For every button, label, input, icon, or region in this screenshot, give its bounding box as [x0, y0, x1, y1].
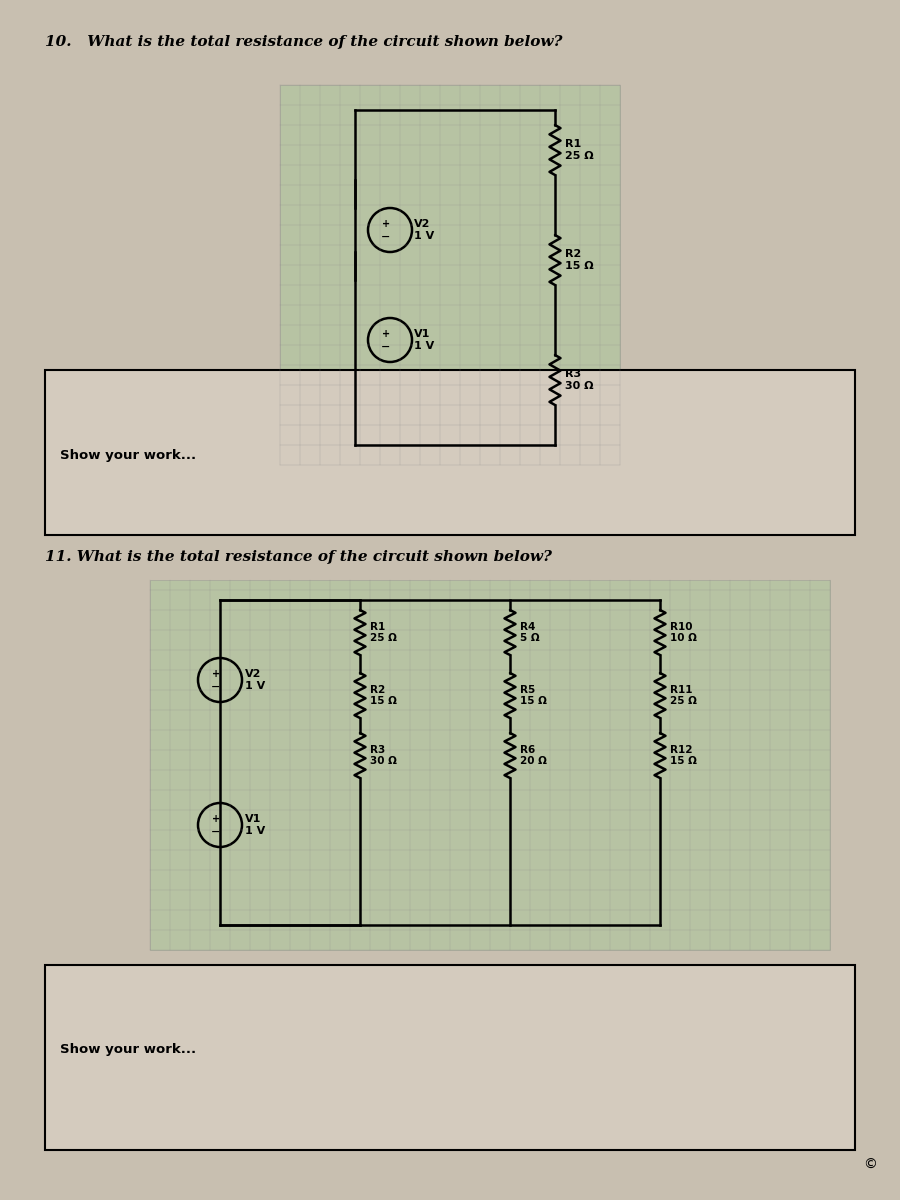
- Text: ©: ©: [863, 1158, 877, 1172]
- Text: R1
25 Ω: R1 25 Ω: [565, 139, 594, 161]
- Text: R2
15 Ω: R2 15 Ω: [565, 250, 594, 271]
- FancyBboxPatch shape: [45, 370, 855, 535]
- Text: R12
15 Ω: R12 15 Ω: [670, 745, 697, 767]
- Text: V1
1 V: V1 1 V: [245, 814, 266, 835]
- FancyBboxPatch shape: [150, 580, 830, 950]
- Text: V2
1 V: V2 1 V: [245, 670, 266, 691]
- Text: V1
1 V: V1 1 V: [414, 329, 434, 350]
- Text: 10.   What is the total resistance of the circuit shown below?: 10. What is the total resistance of the …: [45, 35, 562, 49]
- FancyBboxPatch shape: [280, 85, 620, 464]
- Text: −: −: [382, 232, 391, 242]
- Text: R2
15 Ω: R2 15 Ω: [370, 685, 397, 707]
- Text: R4
5 Ω: R4 5 Ω: [520, 622, 540, 643]
- Text: V2
1 V: V2 1 V: [414, 220, 434, 241]
- Text: R6
20 Ω: R6 20 Ω: [520, 745, 547, 767]
- Text: +: +: [382, 218, 390, 229]
- Text: Show your work...: Show your work...: [60, 1044, 196, 1056]
- Text: R3
30 Ω: R3 30 Ω: [370, 745, 397, 767]
- Text: 11. What is the total resistance of the circuit shown below?: 11. What is the total resistance of the …: [45, 550, 552, 564]
- Text: +: +: [212, 670, 220, 679]
- Text: −: −: [382, 342, 391, 352]
- Text: R1
25 Ω: R1 25 Ω: [370, 622, 397, 643]
- Text: R10
10 Ω: R10 10 Ω: [670, 622, 697, 643]
- Text: +: +: [212, 814, 220, 824]
- FancyBboxPatch shape: [45, 965, 855, 1150]
- Text: −: −: [212, 827, 220, 838]
- Text: +: +: [382, 329, 390, 338]
- Text: R5
15 Ω: R5 15 Ω: [520, 685, 547, 707]
- Text: R3
30 Ω: R3 30 Ω: [565, 370, 593, 391]
- Text: Show your work...: Show your work...: [60, 449, 196, 462]
- Text: R11
25 Ω: R11 25 Ω: [670, 685, 697, 707]
- Text: −: −: [212, 682, 220, 692]
